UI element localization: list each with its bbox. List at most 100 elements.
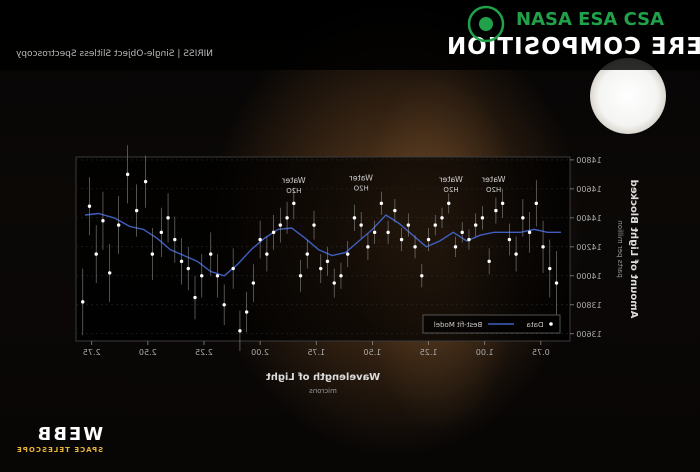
legend-data-marker (549, 322, 553, 326)
data-point (134, 208, 139, 213)
data-point (514, 252, 518, 256)
annotation-formula: H2O (486, 186, 502, 194)
x-tick-label: 2.00 (251, 348, 269, 357)
y-tick-label: 14800 (576, 156, 601, 165)
data-point (352, 216, 357, 220)
data-point (143, 179, 148, 184)
data-point (548, 266, 552, 271)
data-point (379, 201, 384, 206)
data-point (193, 295, 197, 300)
data-point (159, 230, 164, 235)
data-point (467, 237, 471, 242)
data-point (298, 274, 303, 278)
x-tick-label: 1.75 (307, 348, 325, 357)
y-tick-label: 14600 (576, 185, 601, 194)
webb-logo-name: WEBB (35, 424, 104, 445)
data-point (399, 237, 404, 242)
data-point (426, 237, 431, 242)
data-point (420, 274, 424, 278)
data-point (251, 281, 256, 285)
data-point (215, 274, 220, 278)
y-axis-unit: parts per million (616, 220, 624, 277)
x-tick-label: 1.00 (476, 348, 494, 357)
data-point (534, 201, 539, 206)
title-bar (0, 0, 700, 70)
data-point (359, 223, 363, 227)
x-tick-label: 2.75 (83, 348, 101, 357)
data-point (507, 237, 512, 242)
data-point (447, 201, 451, 206)
data-point (292, 201, 296, 206)
agency-badge-text: NASA ESA CSA (516, 9, 665, 30)
annotation-formula: H2O (353, 184, 369, 192)
data-point (222, 303, 226, 307)
y-tick-label: 13600 (576, 330, 601, 339)
best-fit-model-line (84, 212, 561, 277)
data-point (81, 300, 85, 304)
data-point (406, 223, 411, 227)
data-point (87, 204, 92, 208)
data-point (366, 245, 370, 249)
data-point (305, 252, 309, 256)
y-axis-label: Amount of Light Blocked (628, 180, 639, 319)
data-point (265, 252, 269, 256)
data-point (527, 230, 532, 235)
data-point (386, 230, 390, 235)
plot-area (75, 156, 571, 342)
data-point (200, 274, 204, 278)
x-tick-label: 1.25 (420, 348, 438, 357)
webb-logo: WEBB SPACE TELESCOPE (16, 424, 103, 454)
data-point (453, 245, 458, 249)
data-point (238, 329, 242, 333)
x-tick-label: 1.50 (363, 348, 381, 357)
x-tick-label: 2.50 (139, 348, 157, 357)
x-tick-label: 2.25 (195, 348, 213, 357)
data-point (433, 223, 437, 227)
annotation-label: Water (281, 176, 305, 185)
data-point (285, 216, 289, 220)
data-point (500, 201, 505, 206)
y-tick-label: 13800 (576, 301, 601, 310)
y-tick-label: 14000 (576, 272, 601, 281)
data-point (94, 252, 98, 256)
data-point (413, 245, 417, 249)
annotation-formula: H2O (443, 186, 459, 194)
data-point (480, 216, 485, 220)
host-star (590, 58, 666, 134)
y-tick-label: 14400 (576, 214, 601, 223)
data-point (278, 223, 283, 227)
agency-badge-icon (467, 5, 505, 43)
webb-logo-tagline: SPACE TELESCOPE (16, 446, 104, 454)
data-point (339, 274, 343, 278)
data-point (179, 259, 184, 264)
data-point (346, 252, 350, 256)
x-axis-unit: microns (309, 387, 337, 395)
data-point (521, 216, 525, 220)
data-point (494, 208, 498, 213)
data-point (440, 216, 444, 220)
data-point (460, 230, 464, 235)
data-point (541, 245, 545, 249)
x-tick-label: 0.75 (532, 348, 550, 357)
data-point (150, 252, 155, 256)
data-point (554, 281, 559, 285)
legend-model-label: Best-fit Model (434, 321, 482, 329)
data-point (231, 266, 235, 271)
x-axis-label: Wavelength of Light (266, 372, 380, 383)
y-tick-label: 14200 (576, 243, 601, 252)
data-point (312, 223, 316, 227)
data-point (319, 266, 323, 271)
data-point (244, 310, 249, 314)
annotation-label: Water (481, 175, 505, 184)
data-point (101, 219, 105, 223)
data-point (173, 237, 177, 242)
legend-data-label: Data (527, 321, 544, 329)
data-point (372, 230, 377, 235)
data-point (325, 259, 330, 264)
data-point (473, 223, 478, 227)
annotation-label: Water (349, 173, 373, 182)
data-point (186, 266, 190, 271)
data-point (393, 208, 397, 213)
